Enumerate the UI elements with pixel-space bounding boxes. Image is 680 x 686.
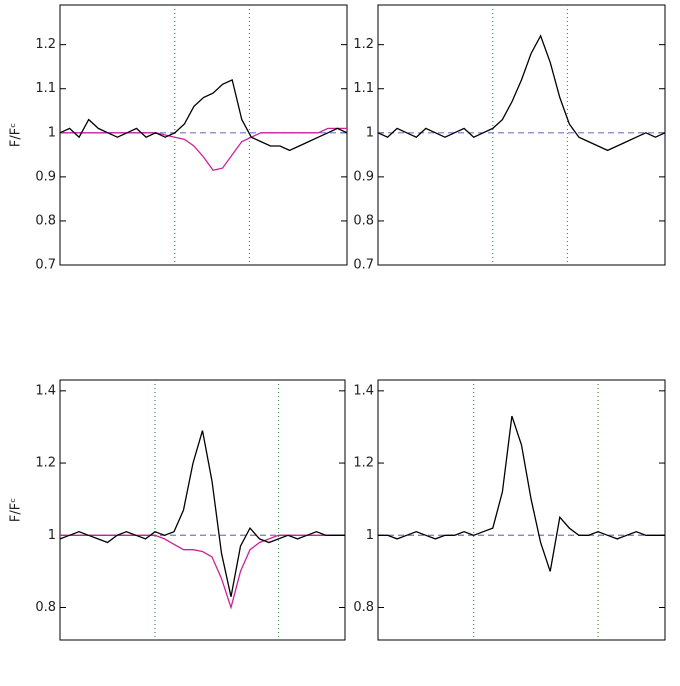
y-tick-label: 1.4 bbox=[35, 383, 56, 398]
y-tick-label: 0.7 bbox=[35, 258, 56, 273]
y-tick-label: 0.8 bbox=[353, 213, 374, 228]
y-axis-label: F/Fᶜ bbox=[9, 123, 24, 147]
y-tick-label: 0.9 bbox=[35, 169, 56, 184]
plot-frame bbox=[59, 379, 346, 641]
y-tick-label: 1.1 bbox=[353, 81, 374, 96]
spectrum-line bbox=[377, 34, 666, 152]
plot-frame bbox=[377, 4, 666, 266]
spectrum-line bbox=[60, 534, 345, 610]
y-tick-label: 0.7 bbox=[353, 258, 374, 273]
y-tick-label: 0.9 bbox=[353, 169, 374, 184]
y-tick-label: 1.2 bbox=[35, 456, 56, 471]
y-tick-label: 1 bbox=[366, 528, 374, 543]
plot-frame bbox=[377, 379, 666, 641]
spectrum-line bbox=[59, 78, 348, 152]
y-tick-label: 0.8 bbox=[35, 213, 56, 228]
y-tick-label: 0.8 bbox=[353, 600, 374, 615]
spectrum-line bbox=[60, 127, 347, 172]
y-tick-label: 1.4 bbox=[353, 383, 374, 398]
plot-frame bbox=[59, 4, 348, 266]
spectrum-line bbox=[378, 415, 665, 572]
spectrum-line bbox=[59, 430, 345, 597]
y-axis-label: F/Fᶜ bbox=[9, 498, 24, 522]
y-tick-label: 1 bbox=[366, 125, 374, 140]
y-tick-label: 1.2 bbox=[35, 37, 56, 52]
y-tick-label: 1.2 bbox=[353, 456, 374, 471]
y-tick-label: 0.8 bbox=[35, 600, 56, 615]
y-tick-label: 1.1 bbox=[35, 81, 56, 96]
y-tick-label: 1 bbox=[48, 528, 56, 543]
y-tick-label: 1.2 bbox=[353, 37, 374, 52]
y-tick-label: 1 bbox=[48, 125, 56, 140]
